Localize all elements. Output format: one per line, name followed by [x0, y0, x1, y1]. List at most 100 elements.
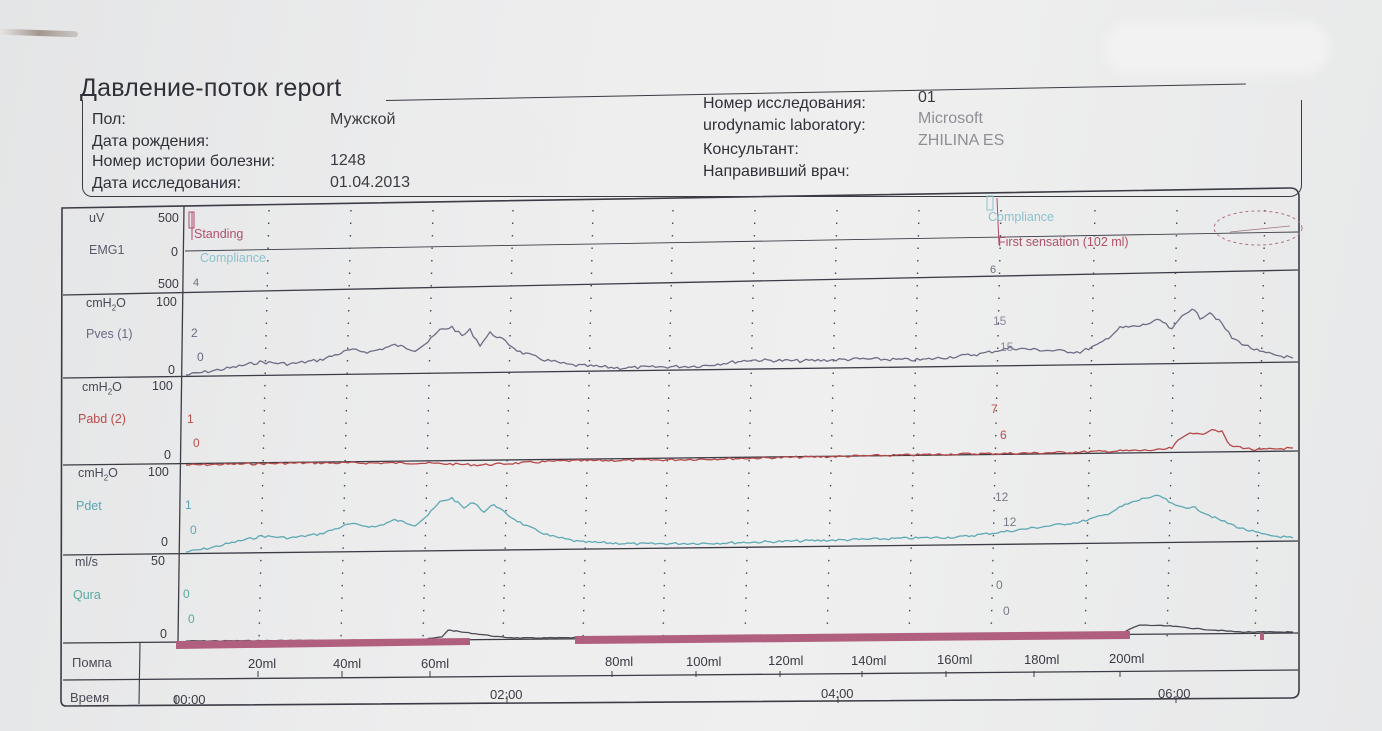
patient-info-box	[82, 100, 1302, 197]
pdet-value-b: 0	[190, 523, 197, 537]
time-label: Время	[70, 690, 110, 705]
pump-tick-80ml: 80ml	[605, 654, 634, 669]
pump-label: Помпа	[72, 655, 112, 670]
time-tick-0400: 04:00	[821, 686, 854, 701]
pump-bar-2	[575, 631, 1130, 644]
pen-circle-annotation	[1213, 210, 1303, 246]
pump-tick-160ml: 160ml	[937, 652, 973, 667]
time-tick-0200: 02:00	[490, 687, 523, 702]
pdet-unit: cmH2O	[78, 466, 118, 483]
pump-tick-120ml: 120ml	[768, 653, 804, 668]
pump-tick-20ml: 20ml	[248, 656, 277, 671]
pump-tick-40ml: 40ml	[333, 656, 362, 671]
grid-line	[1254, 209, 1266, 641]
qura-scale-top: 50	[151, 554, 165, 568]
grid-line	[908, 209, 920, 641]
pdet-scale-bottom: 0	[161, 535, 168, 549]
pabd-scale-top: 100	[152, 379, 173, 393]
label-column-divider	[177, 205, 185, 643]
channel-divider	[62, 269, 1299, 296]
pves-name: Pves (1)	[86, 327, 133, 341]
pdet-scale-top: 100	[148, 465, 169, 479]
emg-zero-line	[184, 231, 1299, 252]
qura-value-b: 0	[188, 612, 195, 626]
pves-value-d: 15	[1000, 340, 1014, 354]
emg-scale-mid: 0	[171, 245, 178, 259]
event-compliance-1: Compliance	[200, 251, 267, 265]
pdet-name: Pdet	[76, 499, 102, 513]
time-tick-0600: 06:00	[1158, 686, 1191, 701]
qura-name: Qura	[73, 588, 101, 602]
record-number-label: Номер истории болезни:	[92, 153, 276, 170]
compliance-marker	[986, 195, 994, 211]
pdet-value-d: 12	[1003, 515, 1017, 529]
sex-value: Мужской	[330, 111, 396, 128]
pump-tick-60ml: 60ml	[421, 656, 450, 671]
birth-date-label: Дата рождения:	[92, 133, 210, 150]
sex-label: Пол:	[92, 111, 126, 128]
grid-line	[502, 209, 514, 641]
laboratory-value: Microsoft	[918, 110, 983, 127]
event-compliance-2: Compliance	[988, 210, 1055, 224]
qura-value-a: 0	[183, 587, 190, 601]
grid-line	[744, 209, 756, 641]
footer-column-divider	[138, 642, 141, 705]
emg-unit: uV	[89, 211, 105, 225]
exam-date-value: 01.04.2013	[330, 174, 411, 191]
pves-value-a: 2	[191, 326, 198, 340]
pabd-value-c: 7	[991, 402, 998, 416]
redacted-birth-date	[432, 115, 542, 173]
study-number-label: Номер исследования:	[703, 95, 866, 112]
referring-doctor-label: Направивший врач:	[703, 163, 850, 180]
pves-scale-bottom: 0	[168, 363, 175, 377]
emg-value-b: 6	[990, 264, 997, 276]
pabd-value-b: 0	[193, 436, 200, 450]
pabd-name: Pabd (2)	[78, 412, 126, 426]
pabd-value-d: 6	[1000, 428, 1007, 442]
pdet-value-a: 1	[185, 498, 192, 512]
pabd-trace	[185, 428, 1294, 467]
event-first-sensation: First sensation (102 ml)	[998, 235, 1129, 249]
first-sensation-marker	[996, 197, 1000, 246]
pump-tick-200ml: 200ml	[1109, 651, 1145, 666]
pves-unit: cmH2O	[86, 296, 126, 313]
grid-line	[662, 209, 674, 641]
pump-bar-1	[176, 638, 470, 649]
pves-trace	[185, 308, 1294, 376]
pves-value-c: 15	[993, 314, 1007, 328]
pdet-value-c: 12	[995, 490, 1009, 504]
laboratory-label: urodynamic laboratory:	[703, 117, 866, 134]
event-standing: Standing	[194, 227, 244, 241]
qura-unit: ml/s	[75, 555, 98, 569]
report-title: Давление-поток report	[80, 74, 342, 102]
consultant-value: ZHILINA ES	[918, 132, 1005, 149]
pump-bar-3	[1260, 633, 1264, 640]
qura-value-d: 0	[1003, 604, 1010, 618]
grid-line	[258, 209, 270, 641]
redacted-area	[1105, 22, 1330, 74]
pves-scale-top: 100	[156, 295, 177, 309]
record-number-value: 1248	[330, 152, 366, 169]
emg-scale-bottom: 500	[158, 277, 179, 291]
chart-frame	[60, 187, 1300, 707]
study-number-value: 01	[918, 89, 936, 106]
qura-scale-bottom: 0	[160, 627, 167, 641]
channel-divider	[62, 540, 1299, 556]
pabd-scale-bottom: 0	[164, 448, 171, 462]
emg-value-a: 4	[193, 277, 200, 289]
grid-line	[582, 209, 594, 641]
channel-divider	[62, 361, 1299, 379]
pump-tick-180ml: 180ml	[1024, 652, 1060, 667]
consultant-label: Консультант:	[703, 141, 799, 158]
pves-value-b: 0	[197, 350, 204, 364]
pump-tick-140ml: 140ml	[851, 653, 887, 668]
pabd-unit: cmH2O	[82, 380, 122, 397]
qura-value-c: 0	[996, 578, 1003, 592]
time-tick-0000: 00:00	[173, 692, 206, 707]
pdet-trace	[185, 494, 1294, 553]
pabd-value-a: 1	[187, 412, 194, 426]
pump-tick-100ml: 100ml	[686, 654, 722, 669]
pen-stroke	[1229, 225, 1291, 233]
